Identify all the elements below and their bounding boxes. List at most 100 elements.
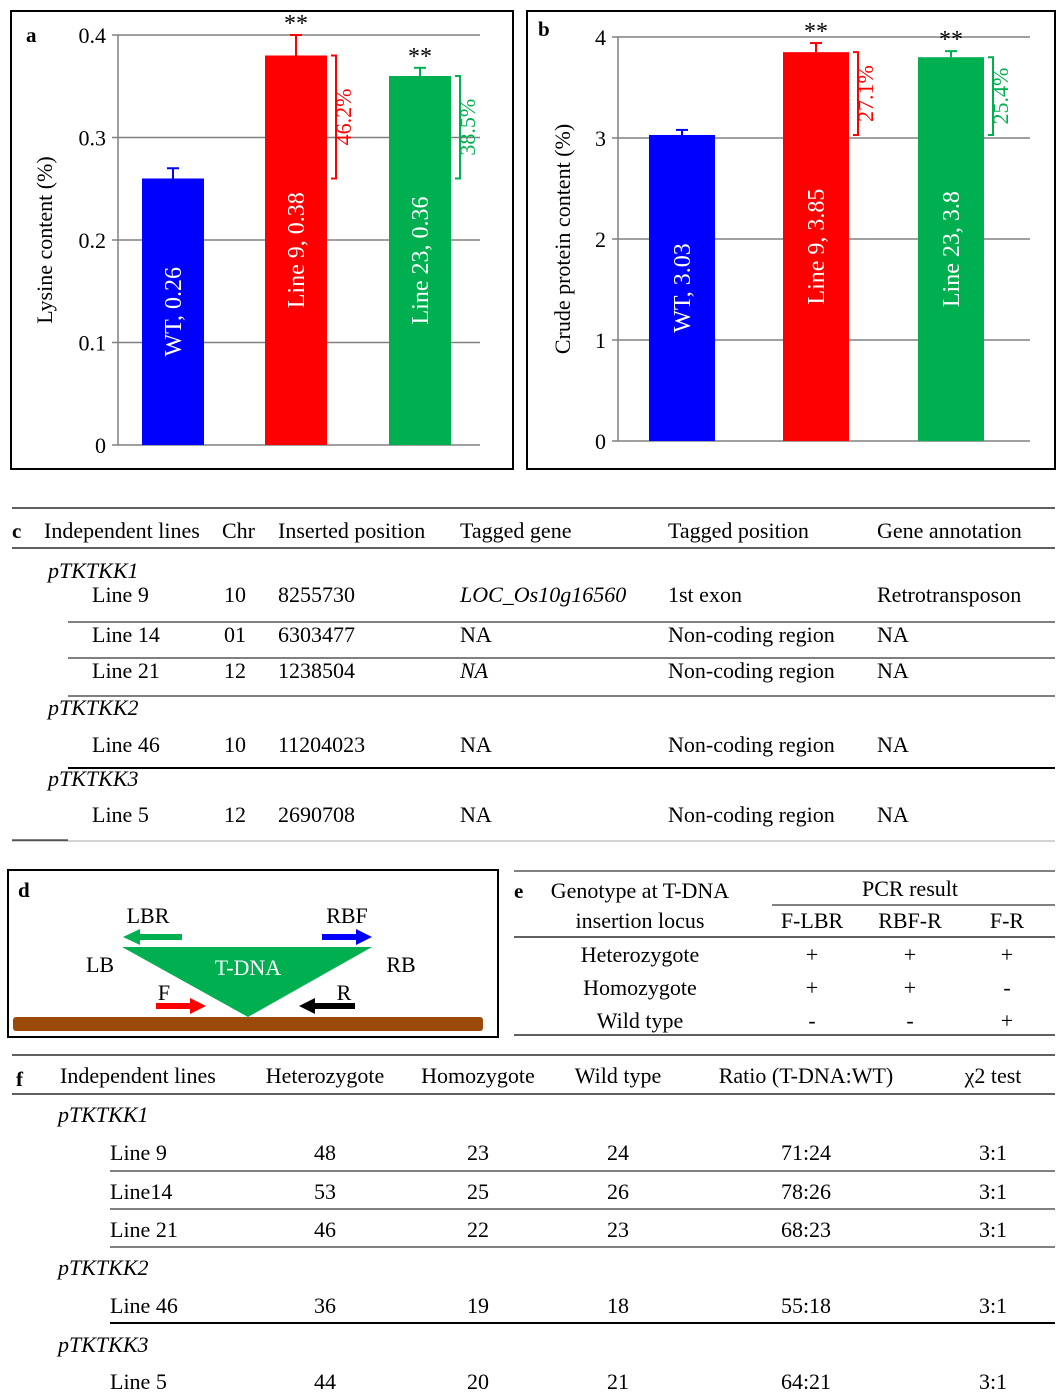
table-cell: 12 [224,658,246,683]
table-cell: 1238504 [278,658,355,683]
panel-e-label: e [514,879,523,903]
lysine-chart: 0 0.1 0.2 0.3 0.4 Lysine content (%) WT, 0.26 L… [32,11,480,458]
genotype-cell: Heterozygote [581,942,700,967]
bar-value-label: Line 23, 3.8 [939,191,965,307]
column-header: Homozygote [421,1063,535,1088]
bar [783,52,849,442]
y-tick-label: 0.3 [79,126,107,151]
column-header: χ2 test [964,1063,1022,1088]
table-cell: Line 14 [92,622,160,647]
y-tick-label: 0.4 [79,23,107,48]
table-cell: NA [460,802,492,827]
table-cell: 22 [467,1217,489,1242]
table-f: f Independent lines Heterozygote Homozygote… [12,1054,1055,1394]
diagram-d: d T-DNA LB RB LBR RBF F R [7,869,499,1038]
table-cell: 23 [467,1140,489,1165]
y-tick-label: 2 [595,227,606,252]
panel-f-label: f [16,1067,24,1091]
bar [389,76,451,445]
increase-percent-label: 46.2% [331,89,356,146]
significance-marker: ** [804,19,828,45]
pcr-result-cell: + [904,942,916,967]
table-cell: 12 [224,802,246,827]
table-cell: 71:24 [781,1140,831,1165]
rbf-label: RBF [326,903,368,928]
table-cell: 25 [467,1179,489,1204]
significance-marker: ** [408,44,432,70]
increase-bracket [988,56,994,136]
bar-value-label: WT, 0.26 [161,267,187,357]
panel-a-frame [10,10,514,470]
table-cell: 01 [224,622,246,647]
y-tick-label: 3 [595,126,606,151]
table-cell: Non-coding region [668,732,835,757]
pcr-column-header: F-R [990,908,1025,933]
table-cell: NA [877,658,909,683]
table-cell: 46 [314,1217,336,1242]
pcr-column-header: RBF-R [878,908,942,933]
bar-value-label: WT, 3.03 [670,243,696,333]
table-cell: 10 [224,582,246,607]
genotype-header: insertion locus [576,908,705,933]
column-header: Wild type [575,1063,662,1088]
table-cell: 19 [467,1293,489,1318]
f-primer-label: F [158,980,170,1005]
table-cell: NA [877,732,909,757]
table-cell: 44 [314,1369,336,1394]
table-cell: NA [877,802,909,827]
pcr-result-cell: + [1001,1008,1013,1033]
y-axis-label: Lysine content (%) [32,156,57,323]
panel-b-frame [526,10,1056,470]
table-cell: Line 46 [110,1293,178,1318]
bar [649,134,715,441]
table-cell: 2690708 [278,802,355,827]
table-cell: Retrotransposon [877,582,1021,607]
bar [142,178,204,445]
bar [265,55,327,445]
table-cell: Line 5 [92,802,149,827]
chromosome-bar [13,1017,483,1031]
r-primer-label: R [337,980,352,1005]
table-c: c Independent lines Chr Inserted position Ta… [12,507,1055,842]
significance-marker: ** [939,27,963,53]
table-cell: 20 [467,1369,489,1394]
table-cell: 1st exon [668,582,742,607]
column-header: Independent lines [44,518,200,543]
lbr-arrow-icon [123,929,182,945]
table-cell: Line 9 [110,1140,167,1165]
pcr-result-cell: - [1003,975,1010,1000]
table-cell: Line 5 [110,1369,167,1394]
protein-chart: 0 1 2 3 4 Crude protein content (%) WT, 3.03 Li… [550,19,1030,454]
table-cell: 64:21 [781,1369,831,1394]
increase-bracket [455,75,461,180]
increase-percent-label: 27.1% [853,65,878,122]
column-header: Heterozygote [266,1063,385,1088]
bar-value-label: Line 23, 0.36 [408,197,434,325]
table-cell: 11204023 [278,732,365,757]
column-header: Inserted position [278,518,425,543]
f-arrow-icon [156,998,206,1014]
pcr-result-cell: + [904,975,916,1000]
table-cell: 3:1 [979,1140,1007,1165]
table-e: e Genotype at T-DNA insertion locus PCR res… [514,870,1055,1036]
table-cell: Line 21 [110,1217,178,1242]
pcr-result-cell: + [1001,942,1013,967]
table-cell: NA [460,622,492,647]
table-cell: NA [459,658,489,683]
column-header: Gene annotation [877,518,1022,543]
tdna-label: T-DNA [215,955,282,980]
charts-ab: a b 0 0.1 0.2 0.3 0.4 Lysine content (%) WT, 0… [10,10,1056,470]
genotype-cell: Wild type [597,1008,684,1033]
construct-group-label: pTKTKK2 [46,695,139,720]
table-cell: 3:1 [979,1293,1007,1318]
increase-percent-label: 25.4% [988,68,1013,125]
pcr-result-cell: + [806,975,818,1000]
table-cell: 68:23 [781,1217,831,1242]
table-cell: 55:18 [781,1293,831,1318]
y-tick-label: 0 [95,433,106,458]
lb-label: LB [86,952,114,977]
table-cell: 48 [314,1140,336,1165]
table-cell: 8255730 [278,582,355,607]
construct-group-label: pTKTKK3 [56,1332,149,1357]
column-header: Independent lines [60,1063,216,1088]
